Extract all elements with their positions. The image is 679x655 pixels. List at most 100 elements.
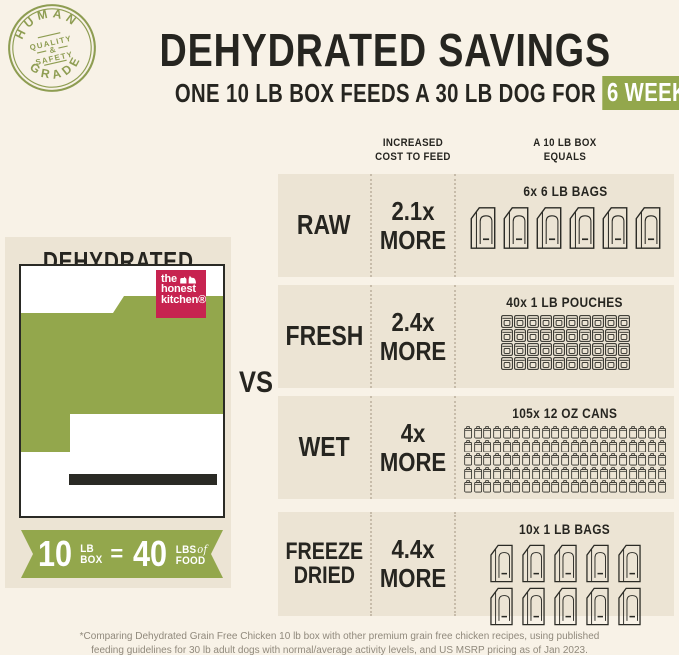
row-freeze-dried-cost-cell: 4.4x MORE <box>370 512 456 616</box>
food-can-icon <box>464 426 472 439</box>
food-pouch-icon <box>604 315 617 328</box>
food-bag-icon <box>635 207 660 249</box>
food-can-icon <box>551 426 560 439</box>
food-can-icon <box>473 426 482 439</box>
food-pouch-icon <box>539 329 552 342</box>
food-can-icon <box>580 426 589 439</box>
food-can-icon <box>561 466 569 480</box>
food-can-icon <box>551 466 560 480</box>
food-can-icon <box>658 480 666 493</box>
food-bag-icon <box>585 544 609 583</box>
row-label: RAW <box>297 209 351 241</box>
ribbon-text: 10 LB BOX = 40 LBS of FOOD <box>21 527 223 579</box>
food-can-icon <box>503 426 511 439</box>
pouch-icon-grid <box>499 315 631 370</box>
food-can-icon <box>590 453 598 466</box>
food-pouch-icon <box>617 357 630 370</box>
food-can-icon <box>570 426 579 439</box>
row-wet-icons-cell: 105x 12 OZ CANS <box>456 396 674 499</box>
food-can-icon <box>580 466 589 480</box>
food-pouch-icon <box>500 357 513 370</box>
food-can-icon <box>503 439 511 453</box>
food-can-icon <box>532 466 540 480</box>
food-can-icon <box>522 426 531 439</box>
page-title: DEHYDRATED SAVINGS <box>159 24 611 76</box>
food-pouch-icon <box>500 329 513 342</box>
honest-kitchen-logo: the honest kitchen® <box>156 270 206 318</box>
food-can-icon <box>658 426 666 439</box>
food-can-icon <box>512 426 521 439</box>
food-pouch-icon <box>539 315 552 328</box>
food-can-icon <box>551 480 560 493</box>
ribbon-unit-lbs-food: LBS of FOOD <box>176 542 208 567</box>
food-can-icon <box>619 466 627 480</box>
food-pouch-icon <box>578 357 591 370</box>
brand-line-honest: honest <box>161 283 196 296</box>
food-can-icon <box>551 439 560 453</box>
subtitle: ONE 10 LB BOX FEEDS A 30 LB DOG FOR 6 WE… <box>100 76 679 110</box>
food-can-icon <box>628 439 637 453</box>
ribbon-unit-lb-box: LB BOX <box>79 543 103 566</box>
food-can-icon <box>638 466 647 480</box>
product-box-art <box>21 296 223 485</box>
ribbon-10lb-equals-40lbs: 10 LB BOX = 40 LBS of FOOD <box>21 527 223 579</box>
row-freeze-dried: FREEZE DRIED 4.4x MORE 10x 1 LB BAGS <box>278 512 674 626</box>
food-pouch-icon <box>565 329 578 342</box>
row-cost: 4.4x MORE <box>379 534 447 593</box>
food-can-icon <box>570 439 579 453</box>
ribbon-banner-shape <box>21 530 223 578</box>
food-bag-icon <box>503 207 528 249</box>
column-header-box-equals: A 10 LB BOX EQUALS <box>533 137 597 163</box>
food-can-icon <box>590 426 598 439</box>
food-can-icon <box>493 480 502 493</box>
food-pouch-icon <box>552 357 565 370</box>
footnote: *Comparing Dehydrated Grain Free Chicken… <box>79 631 600 655</box>
items-label: 105x 12 OZ CANS <box>512 405 618 421</box>
food-pouch-icon <box>513 357 526 370</box>
food-pouch-icon <box>617 343 630 356</box>
food-can-icon <box>599 426 608 439</box>
badge-amp-text: & <box>48 44 56 55</box>
row-cost: 2.1x MORE <box>379 195 447 255</box>
header: DEHYDRATED SAVINGS <box>110 27 611 73</box>
row-raw-label-cell: RAW <box>278 174 370 277</box>
food-can-icon <box>638 453 647 466</box>
column-header-increased-cost: INCREASED COST TO FEED <box>375 137 451 163</box>
row-fresh-icons-cell: 40x 1 LB POUCHES <box>456 285 674 388</box>
food-can-icon <box>551 453 560 466</box>
food-can-icon <box>503 466 511 480</box>
food-can-icon <box>503 480 511 493</box>
food-can-icon <box>464 480 472 493</box>
food-bag-icon <box>553 544 577 583</box>
food-can-icon <box>464 439 472 453</box>
food-can-icon <box>648 480 657 493</box>
row-cost: 2.4x MORE <box>379 306 447 366</box>
food-can-icon <box>493 426 502 439</box>
food-bag-icon <box>602 207 627 249</box>
bag-icon-grid <box>460 206 670 250</box>
food-pouch-icon <box>539 357 552 370</box>
food-can-icon <box>512 439 521 453</box>
food-pouch-icon <box>526 315 539 328</box>
row-freeze-dried-label-cell: FREEZE DRIED <box>278 512 370 616</box>
food-can-icon <box>590 480 598 493</box>
row-wet-label-cell: WET <box>278 396 370 499</box>
food-bag-icon <box>489 544 513 583</box>
items-label: 10x 1 LB BAGS <box>519 521 611 537</box>
food-can-icon <box>483 426 492 439</box>
food-can-icon <box>648 426 657 439</box>
food-can-icon <box>609 439 618 453</box>
cat-dog-icon <box>180 276 196 284</box>
row-raw: RAW 2.1x MORE 6x 6 LB BAGS <box>278 174 674 277</box>
food-bag-icon <box>489 587 513 626</box>
food-can-icon <box>541 453 550 466</box>
food-can-icon <box>512 466 521 480</box>
items-label: 40x 1 LB POUCHES <box>506 294 624 310</box>
food-can-icon <box>638 426 647 439</box>
food-can-icon <box>609 453 618 466</box>
row-label: WET <box>298 431 350 463</box>
food-can-icon <box>464 453 472 466</box>
food-can-icon <box>483 439 492 453</box>
food-bag-icon <box>585 587 609 626</box>
food-can-icon <box>658 439 666 453</box>
